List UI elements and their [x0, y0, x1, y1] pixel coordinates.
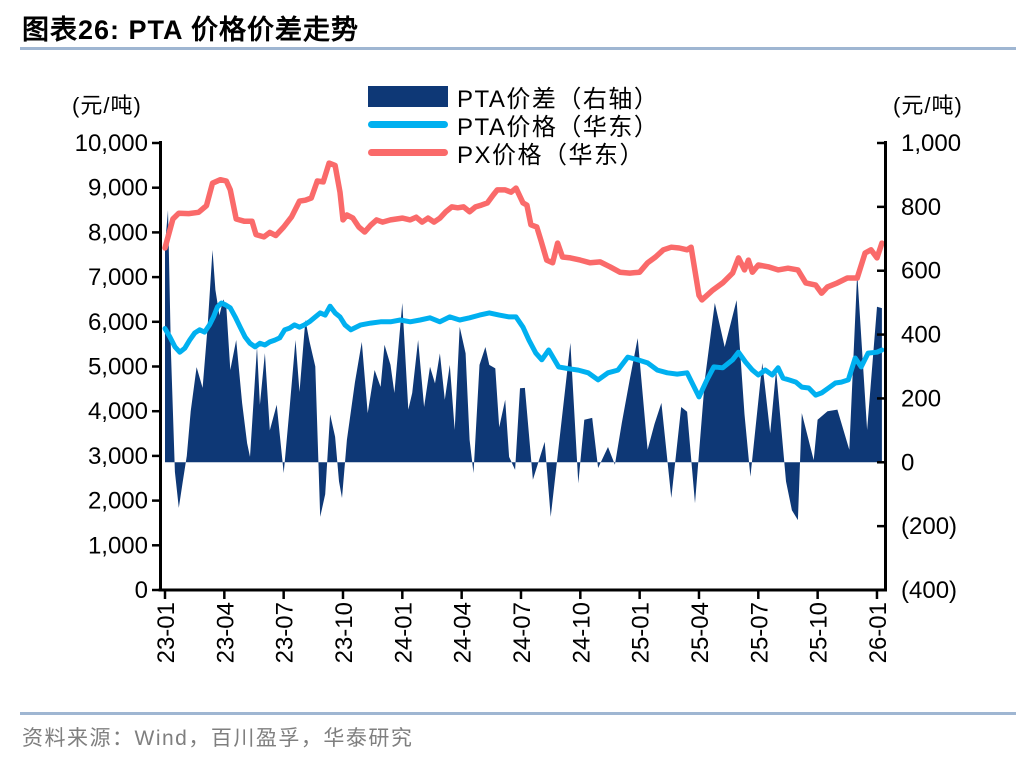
left-axis-tick-label: 4,000: [88, 398, 148, 425]
x-axis-tick-label: 24-07: [509, 602, 536, 663]
px-price-line: [162, 160, 885, 303]
right-axis-tick-label: 200: [901, 385, 941, 412]
left-axis-tick-label: 10,000: [75, 130, 148, 157]
left-axis-unit: (元/吨): [72, 93, 142, 118]
left-axis-tick-label: 9,000: [88, 175, 148, 202]
right-axis-tick-label: 800: [901, 194, 941, 221]
footer-rule: [20, 712, 1016, 715]
left-axis-tick-label: 2,000: [88, 488, 148, 515]
left-axis-tick-label: 3,000: [88, 443, 148, 470]
x-axis-tick-label: 24-10: [568, 602, 595, 663]
left-axis-tick-label: 8,000: [88, 219, 148, 246]
x-axis-tick-label: 23-04: [212, 602, 239, 663]
right-axis-tick-label: 600: [901, 258, 941, 285]
x-axis-tick-label: 25-10: [806, 602, 833, 663]
left-axis-tick-label: 7,000: [88, 264, 148, 291]
legend-label: PX价格（华东）: [457, 141, 646, 169]
x-axis-tick-label: 23-07: [272, 602, 299, 663]
figure-title: 图表26: PTA 价格价差走势: [22, 15, 360, 45]
blue-line-swatch-icon: [368, 120, 448, 128]
right-axis-tick-label: 400: [901, 322, 941, 349]
left-axis-tick-label: 5,000: [88, 354, 148, 381]
right-axis-tick-label: 0: [901, 449, 914, 476]
right-axis-tick-label: (200): [901, 513, 957, 540]
x-axis-tick-label: 25-07: [746, 602, 773, 663]
red-line-swatch-icon: [368, 148, 448, 156]
right-axis-unit: (元/吨): [893, 93, 963, 118]
x-axis-tick-label: 26-01: [865, 602, 892, 663]
x-axis-tick-label: 25-01: [628, 602, 655, 663]
pta-price-line: [162, 300, 885, 400]
right-axis-tick-label: 1,000: [901, 130, 961, 157]
legend-label: PTA价格（华东）: [457, 113, 660, 141]
title-rule: [20, 47, 1016, 50]
x-axis-tick-label: 24-01: [390, 602, 417, 663]
left-axis-tick-label: 1,000: [88, 532, 148, 559]
x-axis-tick-label: 25-04: [687, 602, 714, 663]
chart-legend: PTA价差（右轴） PTA价格（华东） PX价格（华东）: [368, 82, 659, 169]
legend-label: PTA价差（右轴）: [457, 85, 660, 113]
area-swatch-icon: [368, 85, 448, 107]
x-axis-tick-label: 23-10: [331, 602, 358, 663]
legend-item-pta-price: PTA价格（华东）: [368, 110, 659, 141]
legend-item-pta-spread: PTA价差（右轴）: [368, 82, 659, 113]
right-axis-tick-label: (400): [901, 577, 957, 604]
pta-spread-area: [165, 210, 882, 521]
x-axis-tick-label: 23-01: [153, 602, 180, 663]
left-axis-tick-label: 0: [135, 577, 148, 604]
source-note: 资料来源：Wind，百川盈孚，华泰研究: [22, 727, 414, 750]
left-axis-tick-label: 6,000: [88, 309, 148, 336]
x-axis-tick-label: 24-04: [450, 602, 477, 663]
legend-item-px-price: PX价格（华东）: [368, 138, 659, 169]
